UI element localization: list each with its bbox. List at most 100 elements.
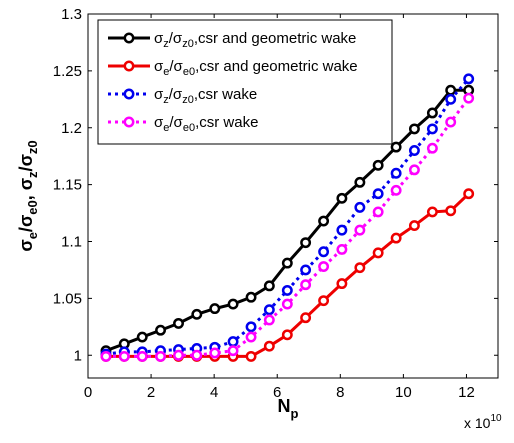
data-point	[209, 303, 221, 315]
data-point	[191, 349, 203, 361]
y-tick-label: 1.1	[61, 234, 82, 251]
x-tick-label: 4	[210, 384, 218, 401]
legend-label-part: z	[163, 38, 169, 50]
data-point	[281, 284, 293, 296]
data-point	[426, 123, 438, 135]
y-tick-label: 1.2	[61, 120, 82, 137]
x-tick-label: 0	[84, 384, 92, 401]
series-4	[100, 92, 475, 362]
data-point	[445, 116, 457, 128]
legend-label-part: e	[163, 66, 169, 78]
data-point	[155, 324, 166, 336]
x-axis-label: Np	[278, 396, 299, 421]
legend-swatch-marker	[123, 60, 135, 72]
data-point	[263, 340, 275, 352]
data-point	[136, 331, 148, 343]
data-point	[372, 188, 384, 200]
data-point	[318, 215, 330, 227]
y-tick-label: 1.15	[53, 177, 82, 194]
data-point	[463, 188, 475, 200]
data-point	[173, 317, 184, 329]
data-point	[136, 350, 148, 362]
plot-frame	[87, 13, 499, 379]
legend: σz/σz0,csr and geometric wakeσe/σe0,csr …	[97, 19, 393, 145]
y-tick-label: 1.05	[53, 290, 82, 307]
legend-label-part: /σ	[169, 114, 183, 131]
data-point	[281, 298, 293, 310]
data-point	[390, 141, 402, 153]
legend-label-part: e	[163, 122, 169, 134]
x-tick-label: 2	[147, 384, 155, 401]
data-point	[426, 206, 438, 218]
data-point	[245, 331, 257, 343]
x-axis-label-sub: p	[291, 406, 299, 421]
y-label-s2: e0	[25, 200, 40, 214]
legend-label-part: σ	[154, 30, 164, 47]
y-label-p1: σ	[16, 239, 36, 251]
legend-entry-label: σz/σz0,csr and geometric wake	[154, 30, 356, 50]
x-tick-label: 12	[458, 384, 475, 401]
data-point	[209, 347, 221, 359]
x-tick-label: 8	[336, 384, 344, 401]
data-point	[118, 350, 130, 362]
data-point	[390, 184, 402, 196]
data-point	[263, 304, 275, 316]
legend-label-part: z0	[182, 94, 194, 106]
data-point	[336, 192, 348, 204]
y-label-p2: /σ	[16, 215, 36, 232]
y-label-s4: z0	[25, 140, 40, 154]
data-point	[173, 349, 184, 361]
data-point	[227, 345, 239, 357]
y-label-p4: /σ	[16, 154, 36, 171]
legend-label-part: σ	[154, 114, 164, 131]
data-point	[336, 224, 348, 236]
legend-entry-label: σz/σz0,csr wake	[154, 86, 257, 106]
data-point	[300, 264, 312, 276]
legend-label-part: e0	[183, 122, 195, 134]
y-tick-label: 1	[74, 347, 82, 364]
legend-label-part: ,csr and geometric wake	[194, 30, 357, 47]
data-point	[318, 261, 330, 272]
legend-label-part: e0	[183, 66, 195, 78]
data-point	[318, 295, 330, 307]
legend-box	[97, 19, 393, 145]
data-point	[300, 237, 312, 249]
data-point	[281, 329, 293, 341]
x-tick-label: 10	[395, 384, 412, 401]
y-tick-label: 1.25	[53, 63, 82, 80]
data-point	[354, 201, 366, 213]
y-tick-label: 1.3	[61, 6, 82, 23]
data-point	[426, 142, 438, 154]
data-point	[426, 107, 438, 119]
legend-swatch-marker	[123, 116, 135, 128]
legend-label-part: ,csr and geometric wake	[195, 58, 358, 75]
data-point	[300, 312, 312, 324]
data-point	[155, 350, 166, 362]
x-axis-exponent-base: x 10	[464, 415, 491, 431]
data-point	[191, 308, 203, 320]
data-point	[336, 244, 348, 255]
data-point	[263, 280, 275, 292]
data-point	[372, 206, 384, 218]
data-point	[445, 93, 457, 105]
data-point	[300, 279, 312, 291]
data-point	[445, 84, 457, 96]
legend-label-part: /σ	[169, 58, 183, 75]
data-point	[245, 350, 257, 362]
legend-label-part: ,csr wake	[195, 114, 258, 131]
legend-entry-label: σe/σe0,csr wake	[154, 114, 258, 134]
legend-label-part: z0	[182, 38, 194, 50]
x-axis-exponent-power: 10	[490, 413, 502, 424]
legend-entry-label: σe/σe0,csr and geometric wake	[154, 58, 358, 78]
data-point	[245, 291, 257, 303]
data-point	[354, 224, 366, 236]
y-label-s3: z	[25, 171, 40, 178]
data-point	[408, 145, 420, 156]
data-point	[463, 92, 475, 104]
data-point	[390, 167, 402, 179]
y-label-s1: e	[25, 232, 40, 239]
x-axis-label-main: N	[278, 396, 291, 416]
data-point	[408, 220, 420, 232]
data-point	[227, 298, 239, 310]
